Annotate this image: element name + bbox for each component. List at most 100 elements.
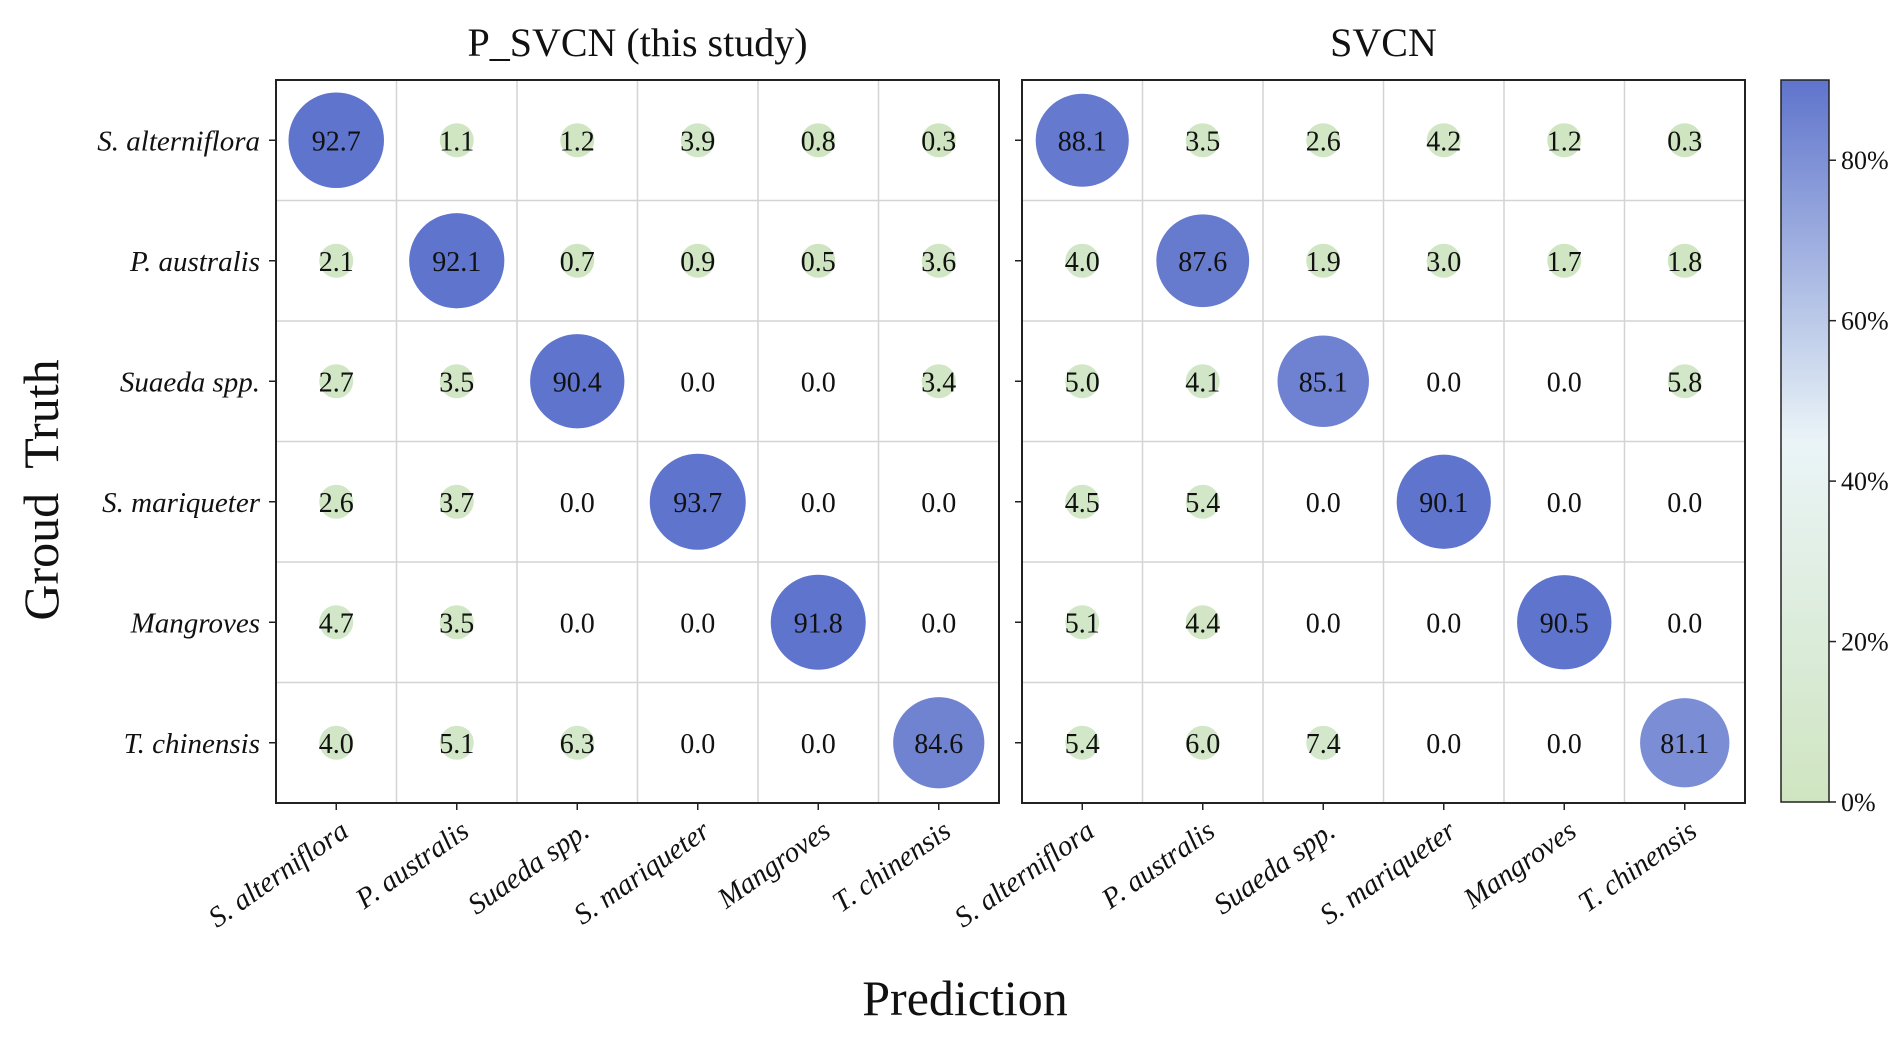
cell-value-label: 0.7 bbox=[560, 247, 595, 278]
cell-value-label: 2.6 bbox=[1306, 126, 1341, 157]
bubble-0-1-4 bbox=[801, 243, 836, 278]
cell-value-label: 3.7 bbox=[439, 488, 474, 519]
bubble-0-4-0 bbox=[319, 605, 354, 640]
bubble-1-3-0 bbox=[1065, 484, 1100, 519]
bubble-0-3-1 bbox=[439, 484, 474, 519]
cell-value-label: 2.7 bbox=[319, 367, 354, 398]
cell-value-label: 93.7 bbox=[673, 488, 722, 519]
colorbar-tick-label: 0% bbox=[1841, 788, 1876, 817]
x-tick-label: Mangroves bbox=[711, 815, 836, 916]
cell-value-label: 3.9 bbox=[680, 126, 715, 157]
bubble-0-0-0 bbox=[288, 92, 384, 188]
cell-value-label: 0.0 bbox=[1306, 488, 1341, 519]
bubble-1-4-1 bbox=[1185, 605, 1220, 640]
cell-value-label: 4.4 bbox=[1185, 608, 1220, 639]
cell-value-label: 0.0 bbox=[801, 488, 836, 519]
cell-value-label: 6.0 bbox=[1185, 729, 1220, 760]
bubble-0-2-0 bbox=[319, 364, 354, 399]
cell-value-label: 1.7 bbox=[1547, 247, 1582, 278]
x-tick-label: S. alterniflora bbox=[203, 815, 355, 935]
bubble-1-5-5 bbox=[1640, 698, 1730, 788]
bubble-0-0-5 bbox=[921, 123, 956, 158]
cell-value-label: 0.0 bbox=[921, 488, 956, 519]
bubble-1-2-0 bbox=[1065, 364, 1100, 399]
cell-value-label: 0.0 bbox=[921, 608, 956, 639]
y-tick-label: S. mariqueter bbox=[102, 487, 261, 519]
colorbar-tick-label: 60% bbox=[1841, 307, 1889, 336]
x-tick-label: S. mariqueter bbox=[1314, 814, 1462, 931]
colorbar: 0% 20% 40% 60% 80% bbox=[1780, 79, 1889, 817]
y-tick-label: Suaeda spp. bbox=[120, 366, 260, 398]
cell-value-label: 2.1 bbox=[319, 247, 354, 278]
y-tick-label: P. australis bbox=[129, 246, 260, 278]
cell-value-label: 3.5 bbox=[439, 367, 474, 398]
cell-value-label: 84.6 bbox=[914, 729, 963, 760]
bubble-1-1-3 bbox=[1426, 243, 1461, 278]
x-tick-label: T. chinensis bbox=[1573, 815, 1703, 919]
cell-value-label: 0.0 bbox=[1426, 608, 1461, 639]
cell-value-label: 5.1 bbox=[439, 729, 474, 760]
cell-value-label: 81.1 bbox=[1660, 729, 1709, 760]
panel-title: SVCN bbox=[1330, 20, 1437, 65]
bubble-0-1-5 bbox=[921, 243, 956, 278]
bubble-0-0-2 bbox=[560, 123, 595, 158]
bubble-0-1-2 bbox=[560, 243, 595, 278]
cell-value-label: 92.7 bbox=[312, 126, 361, 157]
bubble-0-5-5 bbox=[893, 697, 985, 789]
cell-value-label: 3.4 bbox=[921, 367, 956, 398]
x-tick-label: S. alterniflora bbox=[949, 815, 1101, 935]
cell-value-label: 3.0 bbox=[1426, 247, 1461, 278]
bubble-0-5-0 bbox=[319, 725, 354, 760]
bubble-1-2-2 bbox=[1277, 335, 1369, 427]
bubble-0-1-3 bbox=[680, 243, 715, 278]
panel-frame bbox=[1021, 79, 1746, 804]
cell-value-label: 1.8 bbox=[1667, 247, 1702, 278]
bubble-1-3-1 bbox=[1185, 484, 1220, 519]
y-tick-label: T. chinensis bbox=[124, 728, 260, 760]
cell-value-label: 1.2 bbox=[560, 126, 595, 157]
cell-value-label: 0.0 bbox=[1547, 488, 1582, 519]
cell-value-label: 85.1 bbox=[1299, 367, 1348, 398]
cell-value-label: 0.0 bbox=[1426, 729, 1461, 760]
bubble-0-3-0 bbox=[319, 484, 354, 519]
cell-value-label: 0.3 bbox=[921, 126, 956, 157]
cell-value-label: 0.5 bbox=[801, 247, 836, 278]
y-axis-title: Groud Truth bbox=[13, 359, 69, 620]
cell-value-label: 90.1 bbox=[1419, 488, 1468, 519]
cell-value-label: 90.4 bbox=[553, 367, 602, 398]
bubble-0-1-0 bbox=[319, 243, 354, 278]
colorbar-tick-label: 40% bbox=[1841, 467, 1889, 496]
cell-value-label: 1.1 bbox=[439, 126, 474, 157]
cell-value-label: 0.0 bbox=[1547, 729, 1582, 760]
cell-value-label: 0.0 bbox=[1667, 608, 1702, 639]
cell-value-label: 4.7 bbox=[319, 608, 354, 639]
cell-value-label: 5.4 bbox=[1185, 488, 1220, 519]
colorbar-gradient bbox=[1780, 79, 1830, 803]
cell-value-label: 90.5 bbox=[1540, 608, 1589, 639]
x-tick-label: Mangroves bbox=[1457, 815, 1582, 916]
x-tick-label: P. australis bbox=[349, 815, 475, 916]
panel-2: SVCN 88.1 3.5 2.6 4.2 1.2 0.3 4.0 87.6 1.9 3.0 1.7 1… bbox=[949, 20, 1746, 935]
cell-value-label: 0.0 bbox=[680, 608, 715, 639]
bubble-0-0-3 bbox=[680, 123, 715, 158]
cell-value-label: 3.6 bbox=[921, 247, 956, 278]
y-tick-label: Mangroves bbox=[130, 607, 260, 639]
bubble-0-4-1 bbox=[439, 605, 474, 640]
cell-value-label: 2.6 bbox=[319, 488, 354, 519]
cell-value-label: 0.0 bbox=[560, 608, 595, 639]
bubble-1-1-2 bbox=[1306, 243, 1341, 278]
bubble-0-0-4 bbox=[801, 123, 836, 158]
cell-value-label: 5.8 bbox=[1667, 367, 1702, 398]
bubble-1-5-1 bbox=[1185, 725, 1220, 760]
cell-value-label: 4.0 bbox=[319, 729, 354, 760]
cell-value-label: 7.4 bbox=[1306, 729, 1341, 760]
cell-value-label: 1.2 bbox=[1547, 126, 1582, 157]
bubble-1-1-0 bbox=[1065, 243, 1100, 278]
cell-value-label: 0.8 bbox=[801, 126, 836, 157]
cell-value-label: 6.3 bbox=[560, 729, 595, 760]
cell-value-label: 0.0 bbox=[1667, 488, 1702, 519]
bubble-1-2-5 bbox=[1667, 364, 1702, 399]
panel-frame bbox=[275, 79, 1000, 804]
cell-value-label: 0.0 bbox=[1547, 367, 1582, 398]
